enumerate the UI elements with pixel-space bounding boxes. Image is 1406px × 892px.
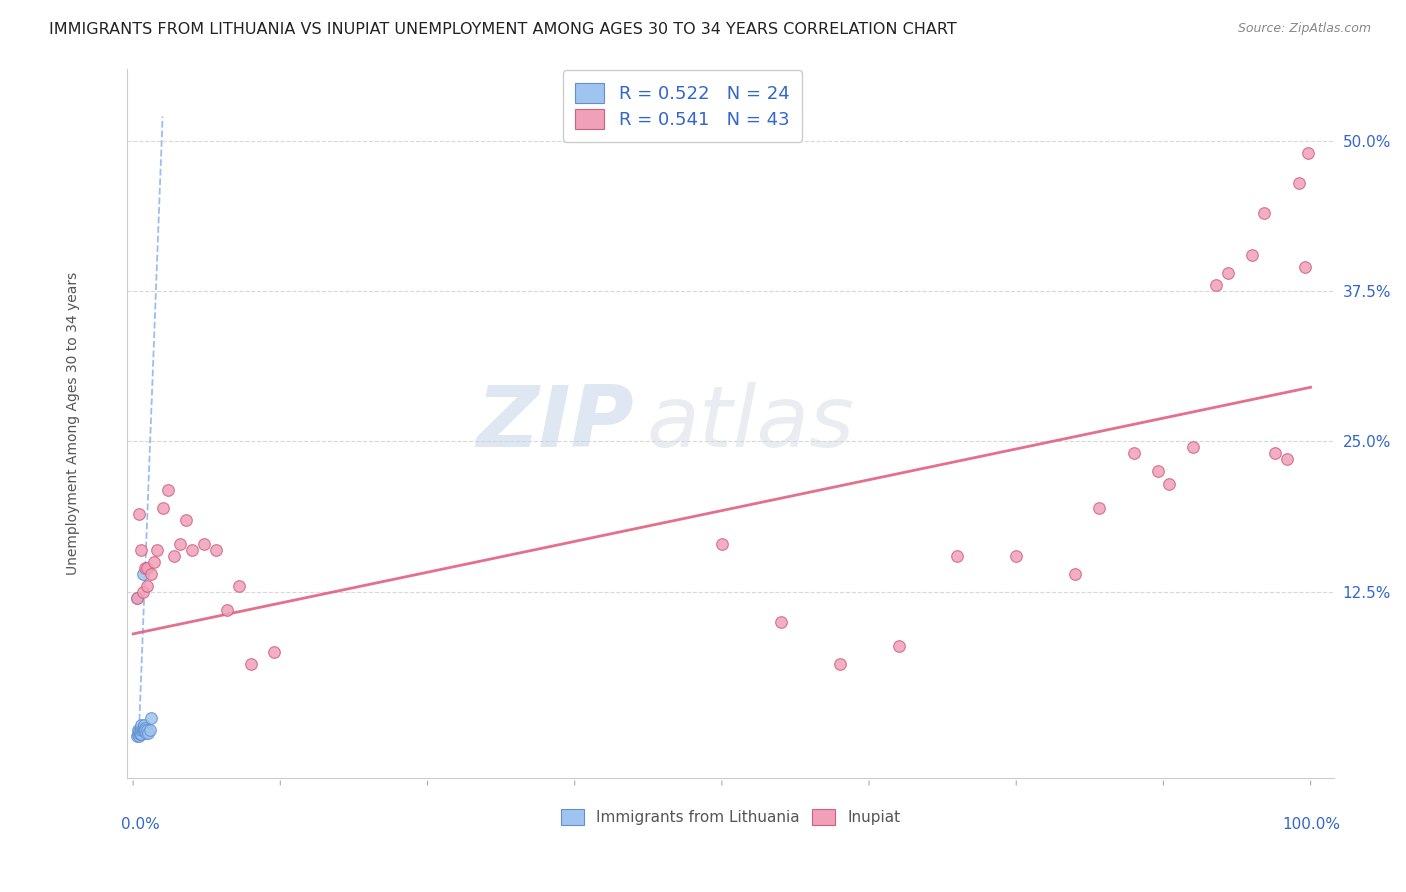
Point xyxy=(134,723,156,738)
Point xyxy=(217,603,239,617)
Point xyxy=(1296,145,1319,160)
Point xyxy=(125,729,148,743)
Point xyxy=(163,549,186,563)
Point xyxy=(828,657,851,671)
Text: Source: ZipAtlas.com: Source: ZipAtlas.com xyxy=(1237,22,1371,36)
Point xyxy=(136,723,159,738)
Point xyxy=(181,542,204,557)
Point xyxy=(204,542,226,557)
Point xyxy=(1240,248,1263,262)
Text: IMMIGRANTS FROM LITHUANIA VS INUPIAT UNEMPLOYMENT AMONG AGES 30 TO 34 YEARS CORR: IMMIGRANTS FROM LITHUANIA VS INUPIAT UNE… xyxy=(49,22,957,37)
Point xyxy=(1005,549,1028,563)
Point xyxy=(128,724,150,739)
Point xyxy=(1264,446,1286,460)
Point xyxy=(239,657,262,671)
Point xyxy=(131,584,153,599)
Point xyxy=(132,718,155,732)
Point xyxy=(131,721,153,735)
Point xyxy=(1288,176,1310,190)
Point xyxy=(1205,278,1227,293)
Point xyxy=(132,721,155,735)
Point xyxy=(1087,500,1109,515)
Point xyxy=(128,507,150,521)
Point xyxy=(143,555,166,569)
Point xyxy=(1275,452,1298,467)
Point xyxy=(1159,476,1181,491)
Legend: Immigrants from Lithuania, Inupiat: Immigrants from Lithuania, Inupiat xyxy=(553,800,910,834)
Point xyxy=(152,500,174,515)
Point xyxy=(139,711,162,725)
Point xyxy=(946,549,969,563)
Point xyxy=(169,536,191,550)
Point xyxy=(1253,206,1275,220)
Point xyxy=(1123,446,1146,460)
Point xyxy=(139,566,162,581)
Point xyxy=(131,718,153,732)
Point xyxy=(1181,441,1204,455)
Text: 100.0%: 100.0% xyxy=(1282,817,1340,832)
Text: ZIP: ZIP xyxy=(477,382,634,465)
Point xyxy=(134,560,156,574)
Point xyxy=(136,560,159,574)
Point xyxy=(129,725,152,739)
Point xyxy=(135,725,157,739)
Point xyxy=(138,723,160,738)
Point xyxy=(127,727,149,741)
Point xyxy=(131,727,153,741)
Point xyxy=(228,579,250,593)
Point xyxy=(131,566,153,581)
Point xyxy=(125,591,148,605)
Point xyxy=(710,536,733,550)
Point xyxy=(131,542,153,557)
Point xyxy=(1064,566,1087,581)
Point xyxy=(131,721,153,735)
Point xyxy=(128,729,150,743)
Point xyxy=(125,591,148,605)
Point xyxy=(136,579,159,593)
Point xyxy=(127,723,149,738)
Text: 0.0%: 0.0% xyxy=(121,817,160,832)
Point xyxy=(131,723,153,738)
Point xyxy=(263,645,285,659)
Point xyxy=(138,725,160,739)
Point xyxy=(1294,260,1316,274)
Text: Unemployment Among Ages 30 to 34 years: Unemployment Among Ages 30 to 34 years xyxy=(66,272,80,575)
Point xyxy=(145,542,167,557)
Point xyxy=(193,536,215,550)
Point xyxy=(769,615,792,629)
Point xyxy=(134,721,156,735)
Point xyxy=(157,483,180,497)
Point xyxy=(887,639,910,653)
Point xyxy=(1146,465,1168,479)
Point xyxy=(131,723,153,738)
Point xyxy=(1218,266,1240,280)
Point xyxy=(174,513,197,527)
Text: atlas: atlas xyxy=(647,382,855,465)
Point xyxy=(129,727,152,741)
